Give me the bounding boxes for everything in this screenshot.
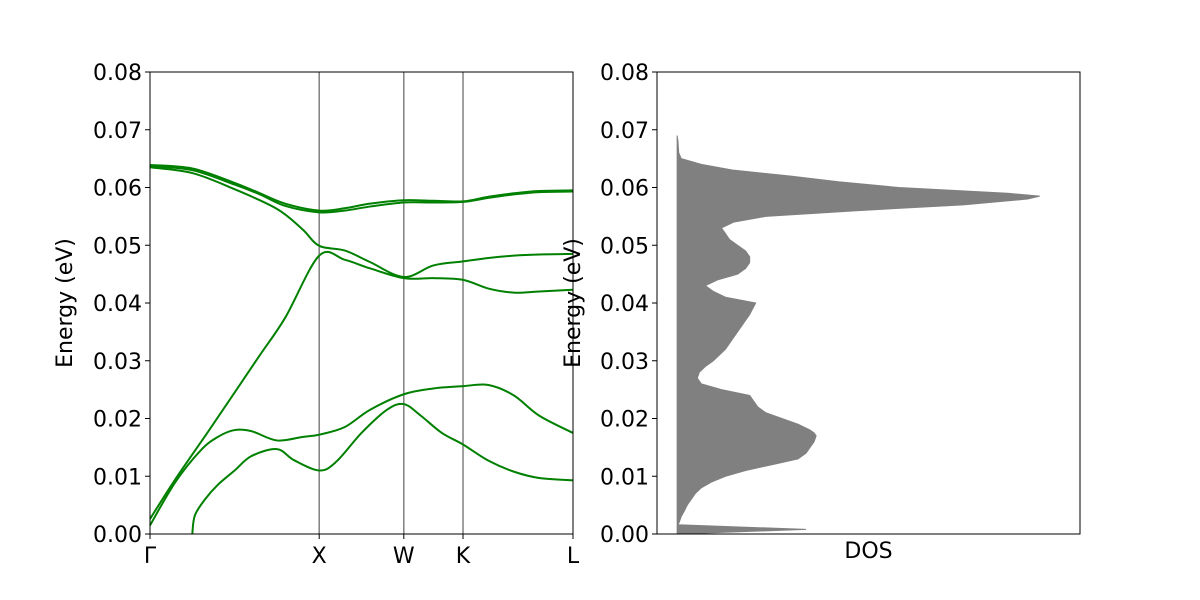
band-line-5	[149, 165, 574, 214]
band-y-tick-label: 0.01	[93, 465, 142, 490]
band-line-6	[149, 163, 574, 212]
band-y-ticks: 0.00 0.01 0.02 0.03 0.04 0.05 0.06 0.07 0.08	[93, 61, 150, 548]
dos-plot-area	[676, 135, 1040, 535]
band-y-tick-label: 0.03	[93, 350, 142, 375]
band-x-tick-label-K: K	[456, 544, 471, 569]
band-y-tick-label: 0.05	[93, 234, 142, 259]
band-plot-area	[149, 72, 574, 535]
band-y-tick-label: 0.04	[93, 292, 142, 317]
dos-y-tick-label: 0.05	[600, 234, 649, 259]
dos-y-tick-label: 0.03	[600, 350, 649, 375]
dos-y-tick-label: 0.08	[600, 61, 649, 86]
dos-x-axis-label: DOS	[844, 539, 892, 564]
band-y-axis-label: Energy (eV)	[53, 238, 78, 368]
dos-y-tick-label: 0.04	[600, 292, 649, 317]
band-line-4	[149, 166, 574, 279]
dos-fill-area	[676, 135, 1040, 535]
band-x-tick-label-L: L	[567, 544, 580, 569]
dos-y-ticks: 0.00 0.01 0.02 0.03 0.04 0.05 0.06 0.07 0.08	[600, 61, 657, 548]
dos-y-tick-label: 0.07	[600, 119, 649, 144]
band-line-2	[149, 383, 574, 526]
band-y-tick-label: 0.07	[93, 119, 142, 144]
band-y-tick-label: 0.06	[93, 177, 142, 202]
dos-y-axis-label: Energy (eV)	[561, 238, 586, 368]
band-y-tick-label: 0.08	[93, 61, 142, 86]
band-line-1	[149, 250, 574, 520]
band-x-tick-label-W: W	[393, 544, 415, 569]
band-x-tick-label-Γ: Γ	[144, 544, 157, 569]
dos-panel: 0.00 0.01 0.02 0.03 0.04 0.05 0.06 0.07 0.08 Ene…	[561, 61, 1081, 564]
dos-y-tick-label: 0.02	[600, 408, 649, 433]
band-structure-panel: 0.00 0.01 0.02 0.03 0.04 0.05 0.06 0.07 0.08 Γ X W…	[53, 61, 580, 569]
dos-y-tick-label: 0.00	[600, 523, 649, 548]
band-y-tick-label: 0.00	[93, 523, 142, 548]
band-line-3	[191, 402, 574, 535]
band-x-tick-label-X: X	[312, 544, 327, 569]
dos-y-tick-label: 0.06	[600, 177, 649, 202]
dos-y-tick-label: 0.01	[600, 465, 649, 490]
band-y-tick-label: 0.02	[93, 408, 142, 433]
